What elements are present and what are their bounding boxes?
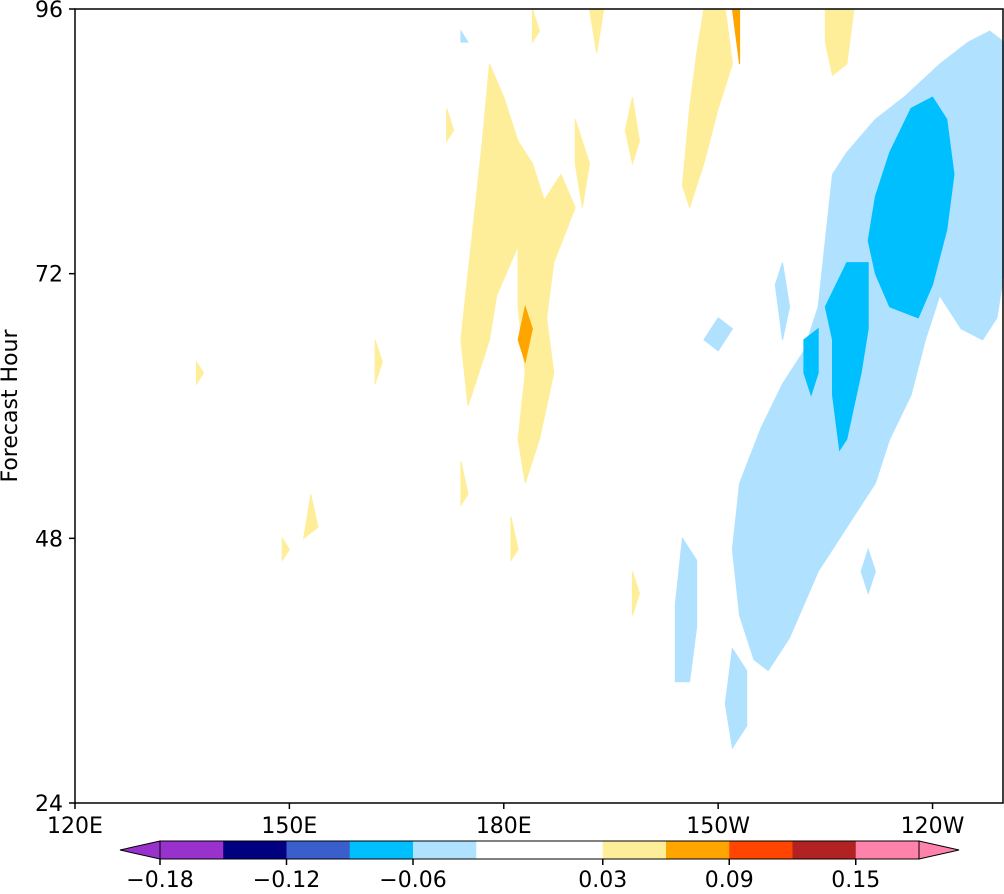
colorbar-bin: [349, 841, 414, 859]
contour-region-13: [510, 516, 519, 563]
contour-region-19: [774, 262, 791, 340]
colorbar-bin: [223, 841, 287, 859]
contour-region-8: [303, 494, 319, 540]
contour-region-22: [724, 647, 748, 750]
contour-region-7: [824, 9, 855, 77]
colorbar-extend-high: [918, 840, 960, 860]
contour-region-2: [574, 119, 591, 208]
colorbar-bin: [855, 841, 920, 859]
x-tick-label: 150W: [686, 814, 750, 839]
contour-region-1: [517, 173, 576, 484]
colorbar-bin: [413, 841, 477, 859]
x-tick-label: 120E: [47, 814, 103, 839]
colorbar-frame: [159, 840, 920, 860]
contour-region-3: [624, 97, 641, 166]
contour-region-10: [196, 360, 205, 386]
contour-region-25: [867, 96, 955, 319]
contour-region-21: [674, 536, 698, 683]
colorbar-bin: [729, 841, 793, 859]
contour-region-4: [531, 9, 541, 44]
colorbar-bin: [476, 841, 540, 859]
x-tick-label: 180E: [476, 814, 532, 839]
contour-region-0: [460, 63, 548, 407]
x-tick-label: 150E: [261, 814, 317, 839]
contour-region-16: [517, 304, 533, 364]
contour-fill-layer: [196, 9, 1004, 750]
contour-region-23: [860, 547, 876, 596]
colorbar-bin: [792, 841, 857, 859]
contour-region-27: [803, 327, 819, 397]
colorbar-bin: [160, 841, 224, 859]
contour-region-26: [824, 262, 869, 452]
colorbar-bin: [539, 841, 604, 859]
colorbar-tick-label: 0.09: [705, 868, 754, 893]
colorbar-tick-label: 0.15: [831, 868, 880, 893]
contour-region-24: [460, 29, 469, 43]
y-tick-label: 96: [35, 0, 63, 23]
contour-region-9: [281, 536, 290, 563]
contour-region-6: [681, 9, 733, 210]
x-axis-ticks: 120E 150E 180E 150W 120W: [47, 803, 965, 839]
y-axis-ticks: 24 48 72 96: [35, 0, 75, 817]
contour-region-11: [374, 339, 383, 385]
x-tick-label: 120W: [901, 814, 965, 839]
colorbar-tick-label: −0.18: [126, 868, 193, 893]
colorbar-bin: [666, 841, 730, 859]
colorbar-extend-low: [119, 840, 161, 860]
contour-region-12: [460, 460, 469, 508]
plot-frame: [74, 8, 1004, 804]
colorbar-bin: [286, 841, 351, 859]
colorbar: −0.18 −0.12 −0.06 0.03 0.09 0.15: [119, 840, 960, 893]
contour-region-14: [631, 571, 641, 616]
y-tick-label: 72: [35, 263, 63, 288]
contour-region-20: [703, 317, 734, 352]
y-tick-label: 48: [35, 527, 63, 552]
y-axis-label: Forecast Hour: [0, 329, 23, 483]
colorbar-bin: [602, 841, 667, 859]
colorbar-tick-label: −0.12: [253, 868, 320, 893]
y-tick-label: 24: [35, 792, 63, 817]
contour-region-5: [588, 9, 605, 54]
colorbar-tick-label: −0.06: [379, 868, 446, 893]
contour-region-17: [731, 9, 741, 65]
contour-region-15: [446, 108, 455, 143]
colorbar-tick-label: 0.03: [578, 868, 627, 893]
